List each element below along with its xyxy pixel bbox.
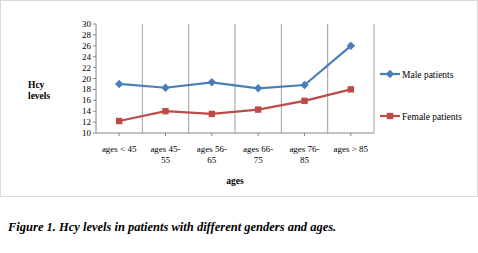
label-line: Hcy	[28, 80, 45, 90]
legend-label: Female patients	[402, 112, 462, 122]
marker	[255, 106, 261, 112]
y-tick	[93, 122, 96, 123]
marker	[300, 81, 308, 89]
label-line: ages 56-	[197, 144, 227, 154]
x-tick-label: ages > 85	[334, 144, 369, 154]
y-tick-label: 22	[82, 63, 91, 73]
label-line: ages 45-	[150, 144, 180, 154]
legend-marker	[386, 70, 394, 78]
label-line: levels	[28, 91, 50, 101]
marker	[347, 42, 355, 50]
grid-line	[188, 24, 189, 133]
marker	[116, 118, 122, 124]
label-line: 85	[300, 155, 310, 165]
x-tick	[211, 133, 212, 136]
x-tick-label: ages 66-75	[243, 144, 273, 165]
label-line: ages 76-	[289, 144, 319, 154]
legend-entry: Male patients	[380, 70, 454, 80]
marker	[254, 84, 262, 92]
x-axis-title: ages	[226, 176, 244, 186]
plot-area	[115, 42, 355, 125]
chart-frame	[1, 1, 478, 197]
y-tick-label: 24	[82, 52, 92, 62]
y-tick-label: 20	[82, 74, 92, 84]
y-axis-title: Hcylevels	[28, 80, 50, 101]
y-tick-label: 12	[82, 117, 91, 127]
y-tick	[93, 89, 96, 90]
y-tick-label: 28	[82, 30, 92, 40]
y-tick-label: 30	[82, 19, 92, 29]
legend-entry: Female patients	[380, 112, 462, 122]
label-line: 55	[161, 155, 171, 165]
grid-line	[374, 24, 375, 133]
x-tick	[304, 133, 305, 136]
label-line: ages < 45	[102, 144, 137, 154]
x-tick	[350, 133, 351, 136]
y-tick	[93, 100, 96, 101]
grid-line	[281, 24, 282, 133]
x-tick-label: ages 56-65	[197, 144, 227, 165]
grid-line	[327, 24, 328, 133]
y-tick	[93, 45, 96, 46]
legend-marker	[387, 113, 393, 119]
x-tick-label: ages < 45	[102, 144, 137, 154]
y-tick-label: 10	[82, 128, 92, 138]
label-line: 65	[207, 155, 217, 165]
y-tick-label: 14	[82, 106, 92, 116]
marker	[161, 84, 169, 92]
marker	[162, 108, 168, 114]
x-tick	[258, 133, 259, 136]
x-tick	[165, 133, 166, 136]
legend-label: Male patients	[402, 70, 454, 80]
x-tick-label: ages 45-55	[150, 144, 180, 165]
label-line: ages 66-	[243, 144, 273, 154]
y-tick-label: 26	[82, 41, 92, 51]
marker	[208, 78, 216, 86]
series-line	[119, 46, 351, 89]
label-line: 75	[254, 155, 264, 165]
y-tick-label: 18	[82, 84, 92, 94]
y-tick	[93, 34, 96, 35]
y-tick	[93, 78, 96, 79]
series-line	[119, 89, 351, 121]
marker	[209, 111, 215, 117]
grid-line	[235, 24, 236, 133]
x-tick-label: ages 76-85	[289, 144, 319, 165]
y-tick	[93, 56, 96, 57]
caption: Figure 1. Hcy levels in patients with di…	[7, 220, 336, 234]
x-axis	[96, 133, 374, 134]
y-tick	[93, 24, 96, 25]
marker	[115, 80, 123, 88]
x-tick	[119, 133, 120, 136]
label-line: ages > 85	[334, 144, 369, 154]
marker	[301, 98, 307, 104]
y-tick	[93, 111, 96, 112]
y-tick	[93, 133, 96, 134]
chart: 1012141618202224262830 ages < 45 ages 45-5…	[0, 0, 478, 253]
marker	[348, 86, 354, 92]
y-tick	[93, 67, 96, 68]
y-tick-label: 16	[82, 95, 92, 105]
